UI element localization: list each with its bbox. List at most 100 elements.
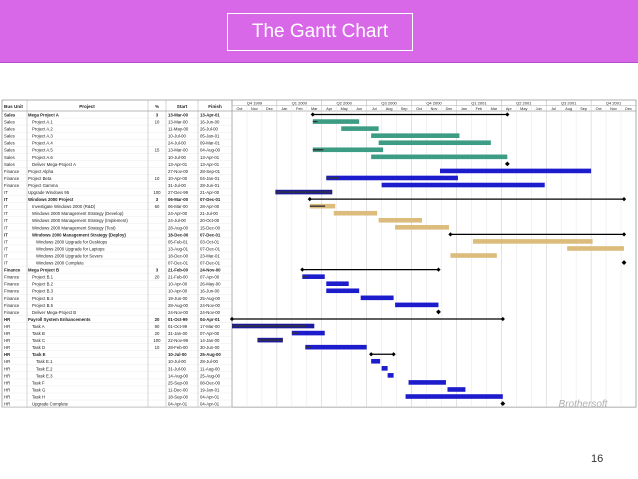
summary-end-marker	[300, 267, 305, 272]
cell-start: 13-Apr-01	[168, 162, 188, 167]
cell-start: 13-Mar-00	[168, 148, 188, 153]
cell-project-name: Project Beta	[28, 176, 52, 181]
cell-start: 11-May-00	[168, 127, 189, 132]
summary-end-marker	[310, 112, 315, 117]
quarter-label: Q4 1999	[247, 100, 263, 105]
cell-start: 04-Apr-01	[168, 402, 188, 407]
cell-start: 07-Dec-01	[168, 261, 189, 266]
cell-project-name: Project A.1	[32, 120, 53, 125]
cell-start: 18-Dec-00	[168, 253, 189, 258]
cell-finish: 26-Jul-00	[200, 127, 219, 132]
cell-bus-unit: Finance	[4, 296, 20, 301]
task-bar	[381, 182, 545, 188]
month-label: Jun	[356, 107, 362, 111]
cell-finish: 16-Jun-00	[200, 289, 220, 294]
task-bar	[326, 288, 360, 294]
cell-start: 13-Mar-00	[168, 112, 189, 117]
cell-finish: 13-Apr-01	[200, 162, 220, 167]
task-progress	[312, 120, 318, 123]
cell-start: 10-Jul-00	[168, 155, 187, 160]
task-progress	[305, 346, 312, 348]
cell-project-name: Windows 2000 Upgrade for Severs	[36, 253, 103, 258]
task-bar	[341, 126, 379, 131]
task-bar	[312, 119, 360, 124]
cell-finish: 16-Jun-00	[200, 120, 220, 125]
task-bar	[567, 246, 625, 251]
column-header: Project	[79, 104, 95, 109]
cell-finish: 07-Dec-01	[200, 246, 221, 251]
cell-percent: 20	[155, 275, 160, 280]
cell-bus-unit: Finance	[4, 169, 20, 174]
cell-percent: 60	[155, 204, 160, 209]
quarter-label: Q4 2000	[426, 100, 442, 105]
cell-start: 25-Sep-00	[168, 380, 189, 385]
task-bar	[450, 253, 497, 258]
summary-end-marker	[505, 112, 510, 117]
cell-bus-unit: HR	[4, 338, 10, 343]
cell-bus-unit: Sales	[4, 155, 15, 160]
task-bar	[439, 168, 592, 174]
cell-start: 24-Jul-00	[168, 218, 187, 223]
month-label: Dec	[266, 107, 273, 111]
month-label: May	[520, 107, 527, 111]
cell-start: 24-Apr-00	[168, 211, 188, 216]
cell-project-name: Task A	[32, 324, 45, 329]
task-bar	[447, 387, 466, 392]
cell-start: 19-Jun-00	[168, 296, 188, 301]
cell-start: 01-Oct-99	[168, 317, 188, 322]
month-label: Nov	[251, 107, 258, 111]
cell-project-name: Project A.4	[32, 141, 53, 146]
cell-bus-unit: Sales	[4, 148, 15, 153]
month-label: Mar	[311, 107, 318, 111]
cell-percent: 10	[155, 120, 160, 125]
cell-bus-unit: Finance	[4, 282, 20, 287]
cell-start: 28-Aug-00	[168, 303, 189, 308]
cell-bus-unit: Sales	[4, 141, 15, 146]
cell-bus-unit: Sales	[4, 127, 15, 132]
cell-start: 06-Mar-00	[168, 197, 189, 202]
cell-percent: 3	[156, 268, 159, 273]
cell-project-name: Windows 2000 Upgrade for Desktops	[36, 239, 107, 244]
milestone-diamond	[504, 161, 510, 167]
summary-end-marker	[436, 267, 441, 272]
summary-end-marker	[391, 352, 396, 357]
quarter-label: Q3 2000	[381, 100, 397, 105]
cell-project-name: Upgrade Windows 95	[28, 190, 70, 195]
gantt-table: Bus Unit Project% Start Finish Sales Mega Pro…	[1, 99, 637, 408]
cell-bus-unit: Sales	[4, 120, 15, 125]
summary-end-marker	[369, 352, 374, 357]
cell-project-name: Project Alpha	[28, 169, 54, 174]
cell-finish: 04-Apr-01	[200, 317, 220, 322]
cell-finish: 24-Nov-00	[200, 303, 221, 308]
task-progress	[275, 191, 333, 193]
month-label: May	[341, 107, 348, 111]
cell-finish: 15-Dec-00	[200, 225, 221, 230]
cell-bus-unit: Finance	[4, 310, 20, 315]
cell-start: 11-Dec-00	[168, 387, 188, 392]
cell-start: 27-Nov-00	[168, 169, 189, 174]
cell-start: 31-Jul-00	[168, 366, 187, 371]
cell-bus-unit: IT	[4, 261, 8, 266]
cell-percent: 20	[155, 317, 160, 322]
month-label: Aug	[386, 107, 393, 111]
cell-bus-unit: IT	[4, 204, 8, 209]
cell-start: 22-Nov-99	[168, 338, 189, 343]
cell-project-name: Deliver Mega-Project A	[32, 162, 76, 167]
task-bar	[333, 210, 378, 216]
cell-project-name: Project B.5	[32, 303, 54, 308]
cell-project-name: Task F	[32, 380, 45, 385]
task-bar	[395, 302, 439, 308]
task-progress	[312, 149, 324, 151]
cell-bus-unit: IT	[4, 246, 8, 251]
task-progress	[309, 205, 326, 207]
cell-start: 28-Feb-00	[168, 345, 188, 350]
cell-project-name: Windows 2000 Management Strategy (Deploy…	[32, 232, 126, 237]
cell-project-name: Task E.2	[36, 366, 53, 371]
cell-project-name: Task D	[32, 345, 45, 350]
task-bar	[302, 274, 325, 279]
quarter-label: Q4 2001	[606, 100, 622, 105]
cell-finish: 07-Dec-01	[200, 261, 221, 266]
cell-project-name: Project A.2	[32, 127, 53, 132]
cell-finish: 25-Aug-00	[200, 296, 221, 301]
cell-bus-unit: HR	[4, 352, 11, 357]
